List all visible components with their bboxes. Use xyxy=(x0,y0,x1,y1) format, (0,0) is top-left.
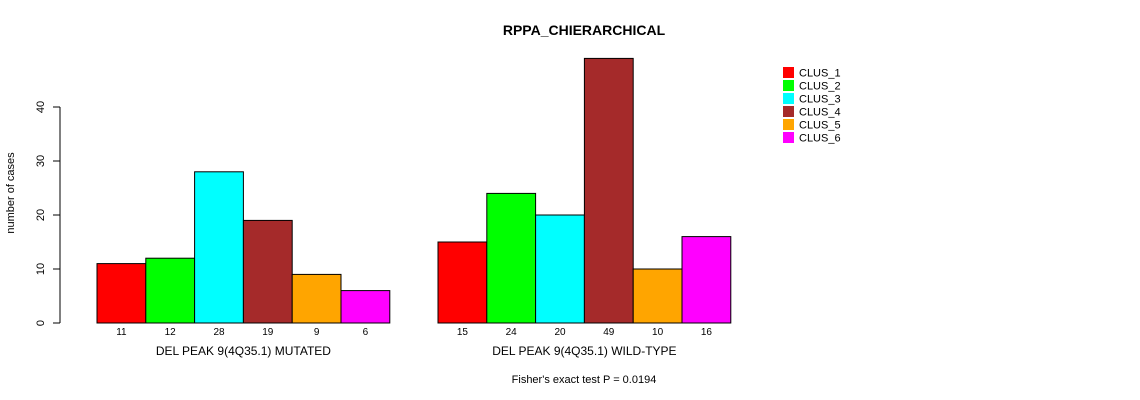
legend-swatch xyxy=(783,132,794,143)
bar-clus-3 xyxy=(535,214,585,324)
y-tick-label: 30 xyxy=(35,155,47,167)
y-tick-label: 20 xyxy=(35,209,47,221)
bar-count-label: 28 xyxy=(213,327,225,338)
y-axis: 0 10 20 30 40 xyxy=(35,101,61,326)
legend-label: CLUS_6 xyxy=(799,133,841,145)
legend-swatch xyxy=(783,93,794,104)
bar-clus-6 xyxy=(681,236,732,324)
bar-count-label: 24 xyxy=(506,327,518,338)
legend-label: CLUS_3 xyxy=(799,94,841,106)
bar-count-label: 16 xyxy=(701,327,713,338)
bar-count-label: 15 xyxy=(457,327,469,338)
bar-clus-5 xyxy=(632,268,683,324)
bar-clus-6 xyxy=(340,290,391,324)
bar-count-labels: 11 12 28 19 9 6 15 24 20 49 10 16 xyxy=(116,327,712,338)
bar-clus-2 xyxy=(145,257,196,324)
group-label: DEL PEAK 9(4Q35.1) MUTATED xyxy=(156,344,331,358)
bar-count-label: 11 xyxy=(116,327,127,338)
bar-count-label: 19 xyxy=(262,327,274,338)
bar-count-label: 20 xyxy=(554,327,566,338)
legend-swatch xyxy=(783,119,794,130)
legend-swatch xyxy=(783,67,794,78)
y-tick-label: 10 xyxy=(35,263,47,275)
legend-swatch xyxy=(783,106,794,117)
bar-count-label: 12 xyxy=(165,327,177,338)
bar-count-label: 6 xyxy=(363,327,369,338)
bar-count-label: 10 xyxy=(652,327,664,338)
y-tick-label: 0 xyxy=(35,320,47,326)
bar-clus-1 xyxy=(437,241,488,324)
y-axis-label: number of cases xyxy=(5,152,17,234)
bar-clus-3 xyxy=(194,171,244,324)
bar-clus-5 xyxy=(291,273,342,324)
legend-label: CLUS_2 xyxy=(799,81,841,93)
chart-title: RPPA_CHIERARCHICAL xyxy=(503,22,666,38)
bar-clus-2 xyxy=(486,192,537,324)
bar-clus-4 xyxy=(242,219,293,324)
fisher-test-footnote: Fisher's exact test P = 0.0194 xyxy=(512,374,657,386)
bar-count-label: 49 xyxy=(603,327,615,338)
group-labels: DEL PEAK 9(4Q35.1) MUTATED DEL PEAK 9(4Q3… xyxy=(156,344,677,358)
bar-count-label: 9 xyxy=(314,327,320,338)
group-label: DEL PEAK 9(4Q35.1) WILD-TYPE xyxy=(492,344,676,358)
bars xyxy=(96,57,732,324)
legend-label: CLUS_1 xyxy=(799,68,841,80)
legend-swatch xyxy=(783,80,794,91)
legend-label: CLUS_5 xyxy=(799,120,841,132)
bar-clus-4 xyxy=(583,57,634,324)
legend-label: CLUS_4 xyxy=(799,107,841,119)
y-tick-label: 40 xyxy=(35,101,47,113)
bar-clus-1 xyxy=(96,263,147,324)
